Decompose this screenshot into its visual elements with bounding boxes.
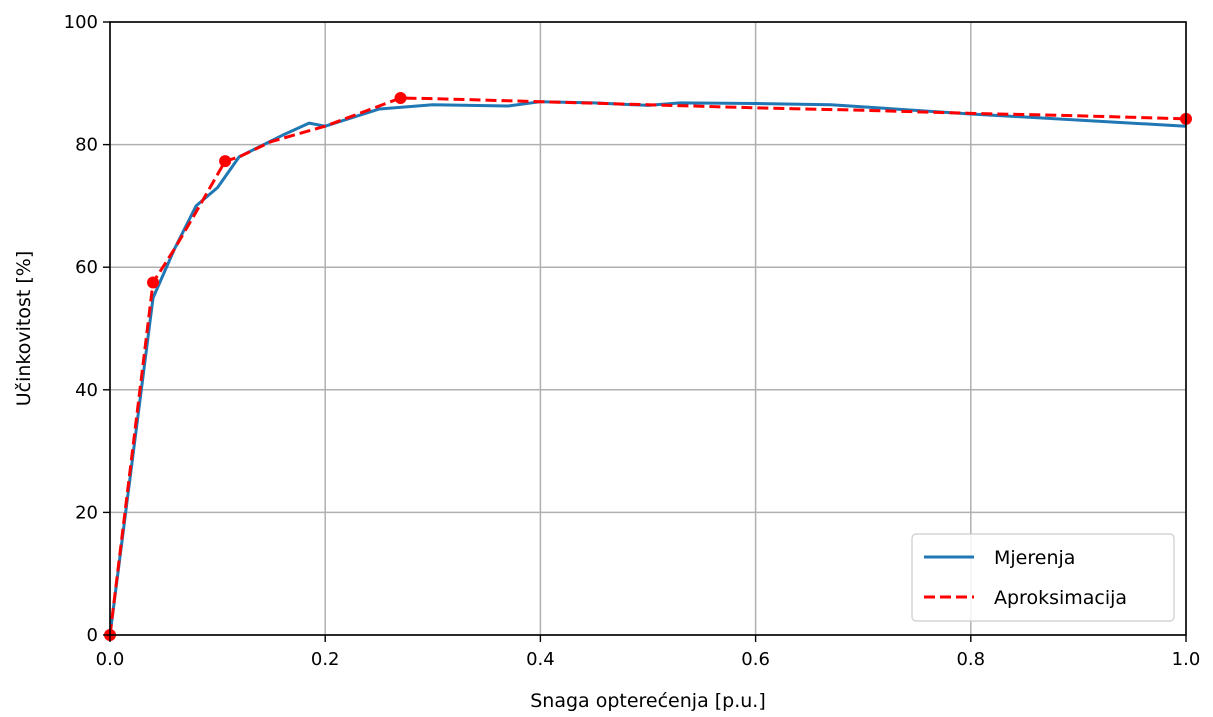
legend: Mjerenja Aproksimacija [911,533,1175,622]
y-tick-label-2: 40 [75,380,98,401]
data-point-marker-3 [394,92,407,105]
y-tick-label-3: 60 [75,257,98,278]
y-axis-label: Učinkovitost [%] [13,251,35,407]
x-tick-label-1: 0.2 [311,649,340,670]
legend-label-mjerenja: Mjerenja [994,547,1075,569]
y-tick-label-0: 0 [87,625,98,646]
y-tick-label-5: 100 [64,12,98,33]
x-tick-label-0: 0.0 [96,649,125,670]
data-point-marker-1 [147,276,160,289]
x-axis-label: Snaga opterećenja [p.u.] [530,690,766,712]
y-tick-label-1: 20 [75,502,98,523]
legend-box [911,533,1175,622]
data-point-marker-2 [219,155,232,168]
ticks: 0.0 0.2 0.4 0.6 0.8 1.0 0 20 40 60 80 100 [64,12,1201,670]
axes-frame [109,21,1187,636]
y-tick-label-4: 80 [75,135,98,156]
x-tick-label-2: 0.4 [526,649,555,670]
x-tick-label-3: 0.6 [741,649,770,670]
legend-label-aproksimacija: Aproksimacija [994,587,1127,609]
plot-frame [109,21,1187,636]
series-line-mjerenja [108,100,1187,636]
x-tick-label-4: 0.8 [956,649,985,670]
x-tick-label-5: 1.0 [1172,649,1201,670]
series-line-aproksimacija [108,96,1187,636]
